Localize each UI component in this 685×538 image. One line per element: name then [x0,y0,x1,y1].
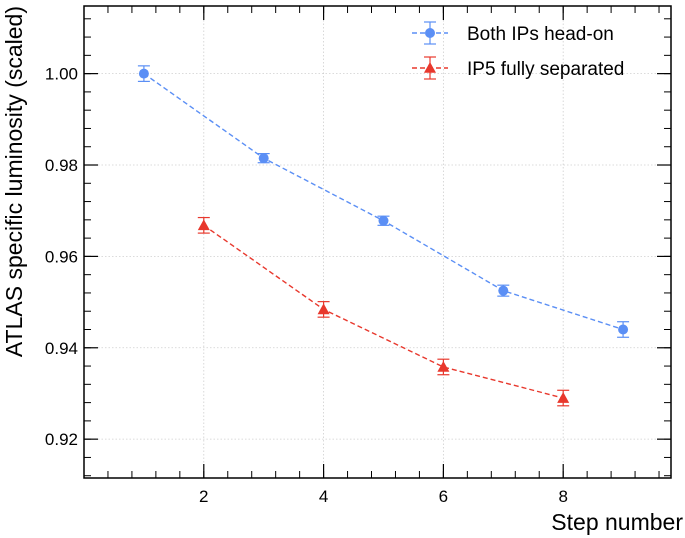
y-tick-label: 0.96 [45,247,78,266]
y-tick-label: 0.92 [45,430,78,449]
series-1 [137,65,630,338]
legend-marker [424,62,436,73]
x-tick-label: 4 [319,487,328,506]
y-tick-label: 0.98 [45,156,78,175]
axis-ticks: 0.92 0.94 0.96 0.98 1.00 2 4 6 8 [45,6,671,506]
series-2 [197,216,570,407]
data-point [317,303,330,315]
legend-item: IP5 fully separated [412,56,624,80]
legend-label: Both IPs head-on [467,24,614,45]
legend-item: Both IPs head-on [412,21,614,45]
data-point [378,215,389,226]
data-point [498,285,509,296]
data-point [197,219,210,231]
y-axis-title: ATLAS specific luminosity (scaled) [1,6,27,357]
data-point [618,324,629,335]
data-point [138,68,149,79]
x-tick-label: 8 [558,487,567,506]
series-line [203,224,564,399]
y-tick-label: 0.94 [45,339,78,358]
legend-marker [425,28,435,38]
x-tick-label: 6 [439,487,448,506]
x-axis-title: Step number [551,509,683,535]
data-point [437,360,450,372]
legend: Both IPs head-on IP5 fully separated [412,21,624,80]
x-tick-label: 2 [199,487,208,506]
data-point [258,153,269,164]
series-layer [137,65,630,407]
plot-frame [83,5,672,479]
legend-label: IP5 fully separated [467,59,624,80]
series-line [143,73,624,331]
y-tick-label: 1.00 [45,65,78,84]
data-point [557,392,570,403]
